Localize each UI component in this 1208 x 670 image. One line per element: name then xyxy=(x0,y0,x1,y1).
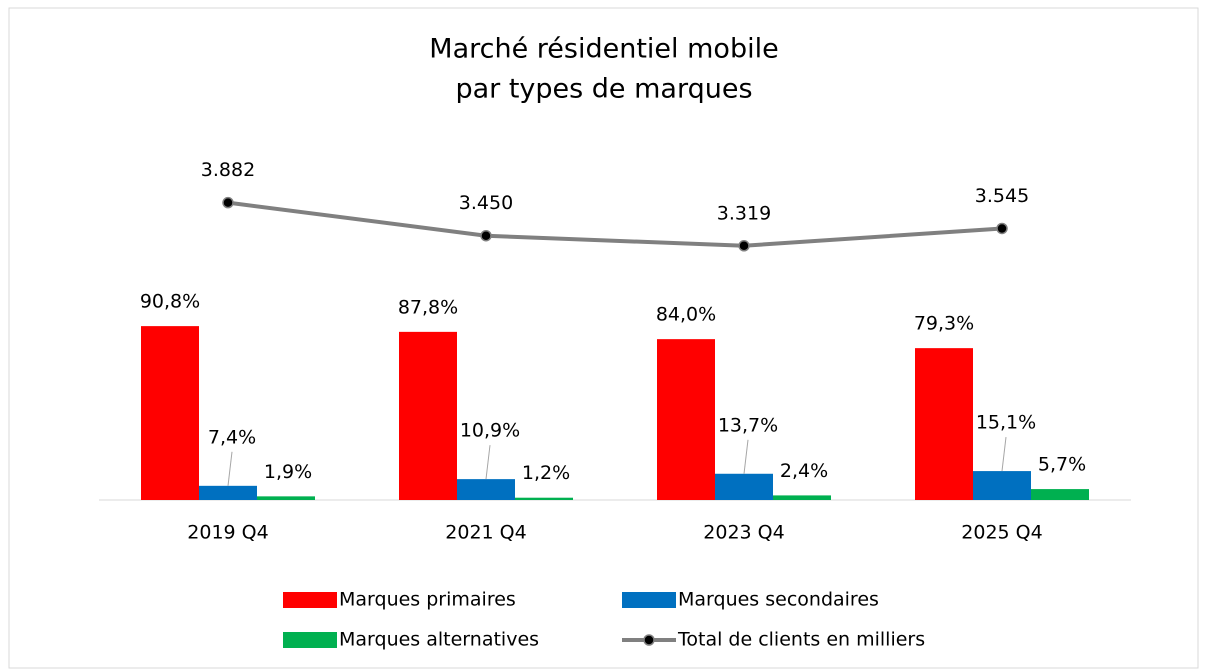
data-label: 7,4% xyxy=(208,426,256,448)
legend-label: Marques alternatives xyxy=(339,629,539,651)
data-label: 3.882 xyxy=(201,159,255,181)
bar xyxy=(915,348,973,500)
line xyxy=(227,200,1003,248)
data-label: 13,7% xyxy=(718,414,778,436)
leader-line xyxy=(1001,437,1007,472)
bar xyxy=(715,473,773,500)
legend-label: Marques primaires xyxy=(339,589,516,611)
bar xyxy=(199,485,257,500)
chart-frame xyxy=(8,7,1199,669)
data-label: 10,9% xyxy=(460,420,520,442)
leader-line xyxy=(485,445,491,480)
line-marker xyxy=(480,229,492,242)
data-label: 90,8% xyxy=(140,291,200,313)
leader-line xyxy=(743,439,749,474)
data-label: 79,3% xyxy=(914,313,974,335)
data-label: 15,1% xyxy=(976,412,1036,434)
x-tick-label: 2025 Q4 xyxy=(961,522,1042,544)
x-tick-label: 2023 Q4 xyxy=(703,522,784,544)
data-label: 3.545 xyxy=(975,185,1029,207)
line-marker xyxy=(738,240,750,252)
bar xyxy=(657,339,715,500)
line-marker xyxy=(996,222,1008,235)
data-label: 2,4% xyxy=(780,460,828,482)
data-label: 1,9% xyxy=(264,461,312,483)
bar xyxy=(141,326,199,500)
legend-label: Total de clients en milliers xyxy=(677,629,925,651)
line-marker xyxy=(222,196,234,209)
data-label: 87,8% xyxy=(398,296,458,318)
leader-line xyxy=(227,451,233,486)
legend-swatch xyxy=(643,634,655,646)
data-label: 3.450 xyxy=(459,192,513,214)
bar xyxy=(973,471,1031,500)
data-label: 5,7% xyxy=(1038,454,1086,476)
bar xyxy=(515,497,573,500)
data-label: 3.319 xyxy=(717,202,771,224)
chart-title: Marché résidentiel mobile xyxy=(429,34,778,65)
legend-swatch xyxy=(283,632,337,648)
legend-swatch xyxy=(622,592,676,608)
bar xyxy=(257,496,315,500)
bar xyxy=(457,479,515,500)
chart-title: par types de marques xyxy=(455,74,752,105)
x-tick-label: 2021 Q4 xyxy=(445,522,526,544)
legend-swatch xyxy=(283,592,337,608)
legend-label: Marques secondaires xyxy=(678,589,879,611)
data-label: 1,2% xyxy=(522,462,570,484)
bar xyxy=(1031,489,1089,500)
bar xyxy=(773,495,831,500)
x-tick-label: 2019 Q4 xyxy=(187,522,268,544)
bar xyxy=(399,331,457,500)
data-label: 84,0% xyxy=(656,304,716,326)
